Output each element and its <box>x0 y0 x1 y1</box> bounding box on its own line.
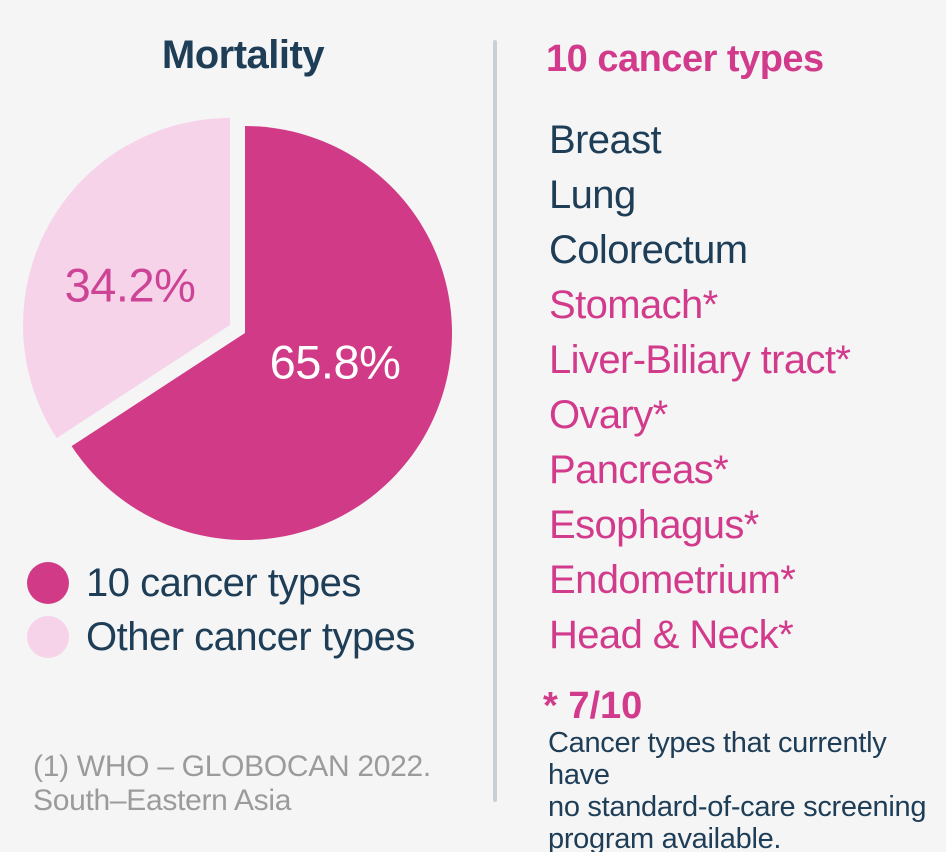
screening-note-text: Cancer types that currently have no stand… <box>548 727 946 852</box>
cancer-type-item: Stomach* <box>549 283 718 327</box>
legend-row: Other cancer types <box>27 614 415 659</box>
source-note-line: (1) WHO – GLOBOCAN 2022. <box>33 750 431 783</box>
cancer-type-list: Breast Lung Colorectum Stomach* Liver-Biliar… <box>549 113 851 663</box>
cancer-type-item: Lung <box>549 173 636 217</box>
cancer-type-item: Esophagus* <box>549 503 759 547</box>
pie-slice-minor-value: 34.2% <box>64 258 196 312</box>
source-note-line: South–Eastern Asia <box>33 784 292 817</box>
cancer-type-item: Pancreas* <box>549 448 729 492</box>
cancer-type-item: Colorectum <box>549 228 748 272</box>
source-note: (1) WHO – GLOBOCAN 2022. South–Eastern As… <box>33 750 431 818</box>
cancer-type-item: Ovary* <box>549 393 668 437</box>
list-title: 10 cancer types <box>546 38 824 80</box>
cancer-type-item: Endometrium* <box>549 558 796 602</box>
legend-swatch-circle <box>27 562 69 604</box>
screening-note-line: no standard-of-care screening <box>548 791 927 823</box>
page-title: Mortality <box>161 33 325 77</box>
cancer-type-item: Liver-Biliary tract* <box>549 338 851 382</box>
screening-note-line: program available. <box>548 823 782 852</box>
pie-chart-svg <box>23 118 453 540</box>
cancer-type-item: Breast <box>549 118 662 162</box>
pie-slice-major-value: 65.8% <box>269 335 401 389</box>
legend-label: 10 cancer types <box>86 560 361 605</box>
legend-swatch-circle <box>27 616 69 658</box>
vertical-divider <box>493 40 497 802</box>
pie-slice-minor <box>23 118 230 439</box>
pie-chart: 65.8% 34.2% <box>8 95 478 565</box>
legend-row: 10 cancer types <box>27 560 415 605</box>
screening-note-title: * 7/10 <box>543 685 643 727</box>
pie-legend: 10 cancer types Other cancer types <box>27 560 415 659</box>
pie-slice-major <box>71 126 453 540</box>
screening-note-line: Cancer types that currently have <box>548 727 887 791</box>
cancer-type-item: Head & Neck* <box>549 613 794 657</box>
legend-label: Other cancer types <box>86 614 415 659</box>
